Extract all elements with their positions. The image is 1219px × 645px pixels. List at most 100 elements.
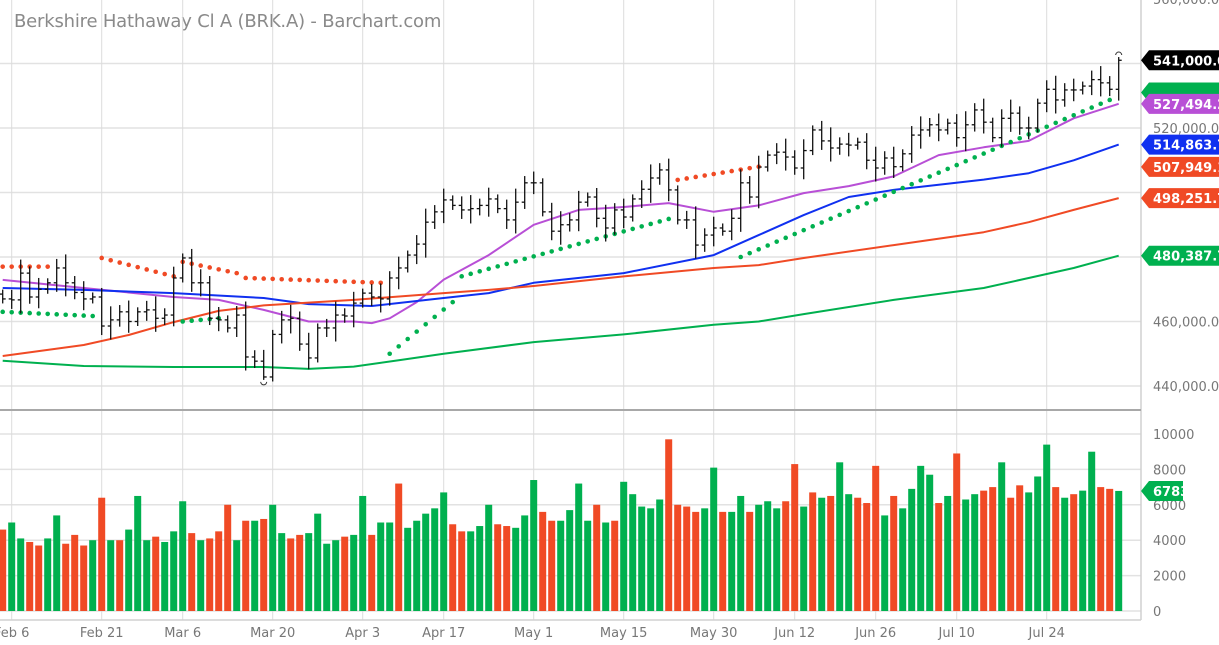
- sar-dot: [396, 344, 402, 349]
- ohlc-bar: [458, 196, 465, 219]
- price-axis-label: 560,000.00: [1153, 0, 1219, 8]
- volume-bar: [854, 497, 862, 611]
- sar-dot: [90, 313, 95, 319]
- sar-dot: [846, 208, 851, 214]
- volume-bar: [926, 474, 934, 611]
- ma1-badge-text: 527,494.20: [1153, 98, 1219, 113]
- volume-bar: [0, 529, 7, 611]
- sar-dot: [855, 204, 860, 210]
- volume-bar: [341, 536, 349, 611]
- volume-bar: [116, 540, 124, 611]
- sar-dot: [297, 277, 303, 283]
- volume-bar: [881, 515, 889, 611]
- volume-bar: [512, 527, 520, 611]
- ohlc-bar: [368, 284, 375, 307]
- ma3-badge-shape: [1141, 188, 1219, 209]
- volume-bar: [683, 506, 691, 611]
- sar-dot: [981, 151, 986, 156]
- ohlc-bar: [0, 289, 6, 304]
- date-axis-label: Jul 10: [938, 626, 975, 641]
- sar-dot: [549, 249, 554, 254]
- volume-bar: [1016, 485, 1024, 611]
- volume-axis-label: 2000: [1153, 570, 1186, 585]
- ohlc-bar: [602, 204, 609, 242]
- sar-dot: [234, 270, 239, 276]
- ohlc-bar: [80, 281, 87, 311]
- sar-dot: [252, 275, 257, 281]
- volume-bar: [575, 483, 583, 611]
- ohlc-bar: [521, 176, 528, 209]
- ohlc-bar: [440, 188, 447, 224]
- sar-dot: [288, 277, 294, 282]
- volume-bars: [0, 439, 1123, 611]
- value-badges: 527,494.20 514,863.78 507,949.10 498,251.77…: [1141, 50, 1219, 501]
- ohlc-bar: [242, 301, 249, 371]
- volume-bar: [719, 511, 727, 611]
- sar-dot: [837, 212, 842, 218]
- sar-dot: [495, 264, 501, 269]
- volume-bar: [1043, 444, 1051, 611]
- sar-dot: [27, 310, 32, 316]
- sar-dot: [990, 147, 995, 153]
- sar-dot: [414, 329, 420, 334]
- sar-dot: [1008, 139, 1013, 145]
- ohlc-bar: [53, 258, 60, 292]
- volume-bar: [692, 511, 700, 611]
- ohlc-bar: [1007, 99, 1014, 132]
- ohlc-bar: [575, 190, 582, 232]
- parabolic-sar-dots: [0, 97, 1112, 357]
- ohlc-bar: [296, 311, 303, 351]
- ohlc-bar: [593, 187, 600, 228]
- volume-bar: [17, 538, 25, 611]
- sar-dot: [0, 309, 5, 315]
- price-axis-label: 440,000.00: [1153, 380, 1219, 395]
- ohlc-bar: [17, 259, 24, 314]
- sar-dot: [522, 256, 527, 262]
- volume-bar: [1115, 490, 1123, 611]
- volume-bar: [638, 506, 646, 611]
- volume-bar: [296, 534, 304, 611]
- sar-dot: [774, 239, 779, 244]
- volume-bar: [206, 538, 214, 611]
- ohlc-bar: [971, 103, 978, 132]
- ohlc-bar: [719, 223, 726, 236]
- ma3-badge-text: 498,251.77: [1153, 192, 1219, 207]
- last-volume-badge-text: 6783: [1153, 485, 1189, 500]
- volume-bar: [998, 462, 1006, 611]
- moving-average-line-2: [2, 143, 1120, 307]
- red-indicator-badge-shape: [1141, 156, 1219, 177]
- volume-bar: [449, 524, 457, 611]
- ohlc-bar: [953, 114, 960, 147]
- ohlc-bar: [395, 256, 402, 290]
- sar-dot: [936, 170, 941, 176]
- ohlc-bar: [332, 301, 339, 342]
- volume-bar: [62, 543, 70, 611]
- volume-bar: [584, 520, 592, 611]
- volume-bar: [665, 439, 673, 611]
- ohlc-bar: [323, 318, 330, 337]
- sar-dot: [1062, 116, 1067, 122]
- volume-bar: [890, 495, 898, 611]
- ohlc-bar: [557, 211, 564, 245]
- ohlc-bar: [206, 276, 213, 326]
- ohlc-bar: [62, 254, 69, 297]
- ohlc-bar: [386, 271, 393, 306]
- volume-bar: [818, 497, 826, 611]
- ma2-badge-shape: [1141, 134, 1219, 155]
- volume-bar: [377, 522, 385, 611]
- sar-dot: [873, 197, 878, 202]
- sar-dot: [639, 224, 644, 229]
- sar-dot: [1089, 105, 1094, 110]
- volume-bar: [287, 538, 295, 611]
- volume-bar: [737, 495, 745, 611]
- ohlc-bar: [638, 180, 645, 208]
- ohlc-bar: [809, 125, 816, 156]
- sar-dot: [819, 220, 824, 225]
- sar-dot: [225, 268, 230, 274]
- sar-dot: [126, 262, 131, 268]
- ohlc-bar: [674, 185, 681, 225]
- ma4-badge-shape: [1141, 245, 1219, 266]
- sar-dot: [702, 173, 707, 178]
- volume-bar: [530, 480, 538, 611]
- sar-dot: [486, 266, 492, 272]
